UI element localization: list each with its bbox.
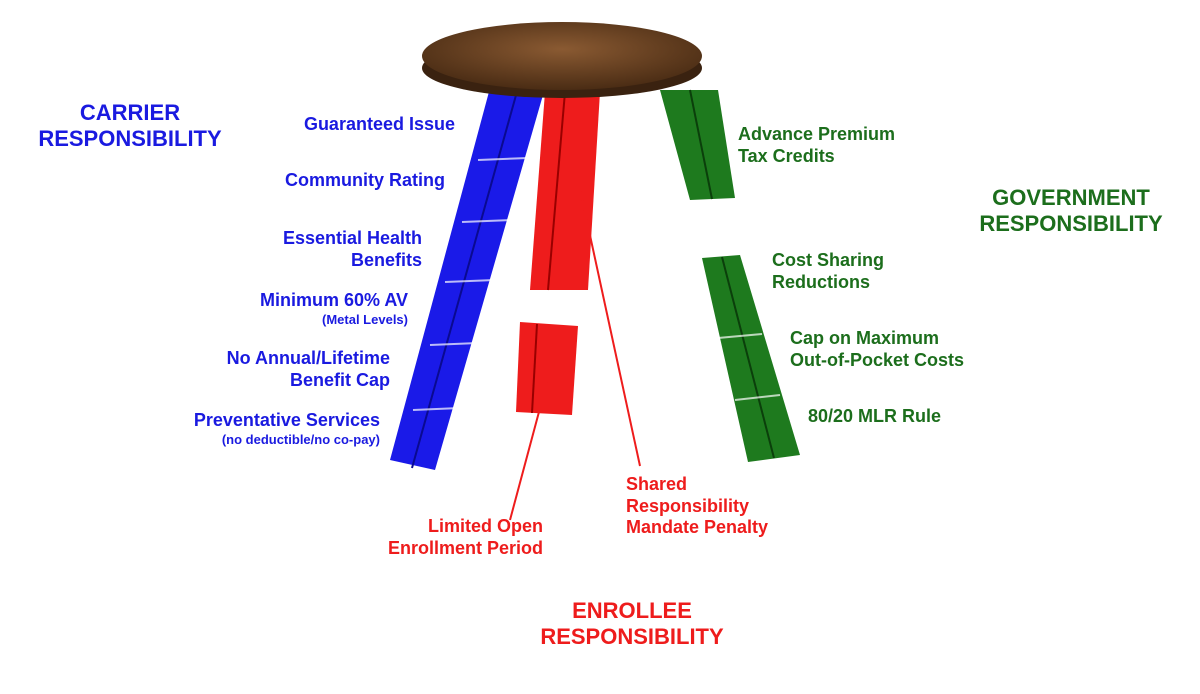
government-item-mlr-rule: 80/20 MLR Rule: [808, 406, 941, 428]
government-item-out-of-pocket-cap: Cap on Maximum Out-of-Pocket Costs: [790, 328, 964, 371]
carrier-item-community-rating: Community Rating: [285, 170, 445, 192]
item-label: No Annual/Lifetime: [226, 348, 390, 368]
item-sublabel: (Metal Levels): [322, 311, 408, 327]
enrollee-item-shared-responsibility-penalty: Shared Responsibility Mandate Penalty: [626, 474, 768, 539]
item-label: Guaranteed Issue: [303, 114, 455, 134]
enrollee-leg-lower: [516, 322, 578, 415]
item-label: Benefit Cap: [289, 369, 390, 390]
item-label: Preventative Services: [193, 410, 380, 430]
enrollee-title-line2: RESPONSIBILITY: [540, 624, 724, 650]
carrier-item-guaranteed-issue: Guaranteed Issue: [304, 114, 455, 136]
government-title-line2: RESPONSIBILITY: [979, 211, 1163, 237]
enrollee-item-limited-open-enrollment: Limited Open Enrollment Period: [388, 516, 543, 559]
item-label: Cost Sharing: [772, 250, 885, 270]
item-label: Cap on Maximum: [790, 328, 940, 348]
item-label: Responsibility: [626, 495, 750, 516]
item-label: Benefits: [350, 249, 422, 270]
carrier-item-no-benefit-cap: No Annual/Lifetime Benefit Cap: [227, 348, 390, 391]
item-sublabel: (no deductible/no co-pay): [221, 431, 380, 447]
item-label: 80/20 MLR Rule: [808, 406, 942, 426]
open-enrollment-pointer: [509, 381, 548, 521]
carrier-item-preventative-services: Preventative Services (no deductible/no c…: [194, 410, 380, 447]
carrier-title: CARRIER RESPONSIBILITY: [22, 100, 238, 153]
government-item-cost-sharing-reductions: Cost Sharing Reductions: [772, 250, 884, 293]
stool-seat: [422, 22, 702, 98]
carrier-leg: [390, 87, 545, 470]
item-label: Mandate Penalty: [626, 517, 769, 538]
shared-responsibility-pointer: [577, 179, 641, 467]
enrollee-title: ENROLLEE RESPONSIBILITY: [520, 598, 744, 651]
item-label: Enrollment Period: [387, 537, 543, 558]
enrollee-title-line1: ENROLLEE: [572, 598, 692, 623]
item-label: Reductions: [772, 271, 871, 292]
item-label: Shared: [626, 474, 688, 494]
carrier-title-line1: CARRIER: [79, 100, 181, 125]
item-label: Minimum 60% AV: [259, 290, 408, 310]
carrier-item-essential-health-benefits: Essential Health Benefits: [283, 228, 422, 271]
government-title-line1: GOVERNMENT: [992, 185, 1150, 210]
item-label: Essential Health: [282, 228, 422, 248]
government-title: GOVERNMENT RESPONSIBILITY: [960, 185, 1182, 238]
carrier-item-minimum-av: Minimum 60% AV (Metal Levels): [260, 290, 408, 327]
carrier-title-line2: RESPONSIBILITY: [38, 126, 222, 152]
item-label: Limited Open: [427, 516, 543, 536]
government-leg-lower: [702, 255, 800, 462]
enrollee-leg-upper: [530, 91, 600, 291]
item-label: Tax Credits: [738, 145, 835, 166]
item-label: Community Rating: [285, 170, 445, 190]
item-label: Out-of-Pocket Costs: [790, 349, 965, 370]
government-item-advance-premium-tax-credits: Advance Premium Tax Credits: [738, 124, 895, 167]
government-leg-upper: [660, 89, 735, 200]
item-label: Advance Premium: [738, 124, 896, 144]
